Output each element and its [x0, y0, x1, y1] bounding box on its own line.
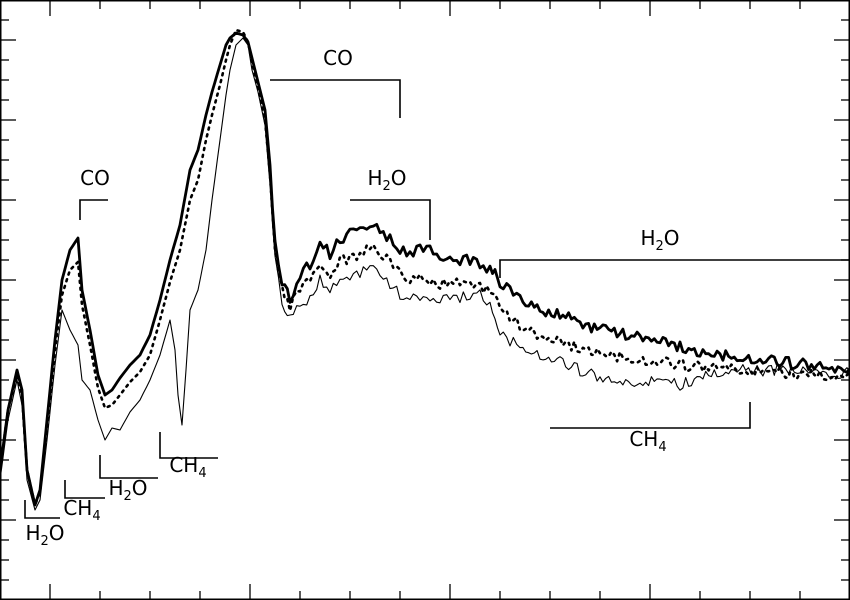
annotation-bracket: [499, 259, 850, 278]
annotation-co-2: CO: [270, 46, 401, 118]
annotation-label: H2O: [367, 166, 406, 194]
annotation-label: H2O: [108, 476, 147, 504]
series-line-thin: [0, 37, 850, 511]
annotation-ch4-2: CH4: [159, 432, 218, 481]
annotation-label: CO: [80, 166, 110, 190]
annotation-bracket: [550, 402, 751, 429]
annotation-h2o-3: H2O: [24, 500, 65, 549]
annotation-label: CO: [323, 46, 353, 70]
annotation-bracket: [79, 199, 108, 220]
series-line-thick: [0, 31, 850, 507]
annotation-label: H2O: [640, 226, 679, 254]
annotation-co-1: CO: [79, 166, 110, 220]
series-line-dotted: [0, 28, 850, 507]
annotation-bracket: [350, 199, 431, 240]
annotation-ch4-3: CH4: [550, 402, 751, 455]
annotation-h2o-1: H2O: [350, 166, 431, 240]
annotation-bracket: [64, 480, 105, 499]
annotation-label: CH4: [169, 453, 206, 481]
annotation-label: CH4: [63, 496, 100, 524]
annotation-bracket: [99, 455, 158, 479]
annotation-h2o-4: H2O: [99, 455, 158, 504]
annotation-bracket: [24, 500, 60, 519]
annotation-bracket: [270, 79, 401, 118]
annotation-label: CH4: [629, 427, 666, 455]
annotation-label: H2O: [25, 521, 64, 549]
annotation-bracket: [159, 432, 218, 459]
annotation-ch4-1: CH4: [63, 480, 105, 524]
annotation-h2o-2: H2O: [499, 226, 850, 278]
spectral-lines: [0, 28, 850, 511]
